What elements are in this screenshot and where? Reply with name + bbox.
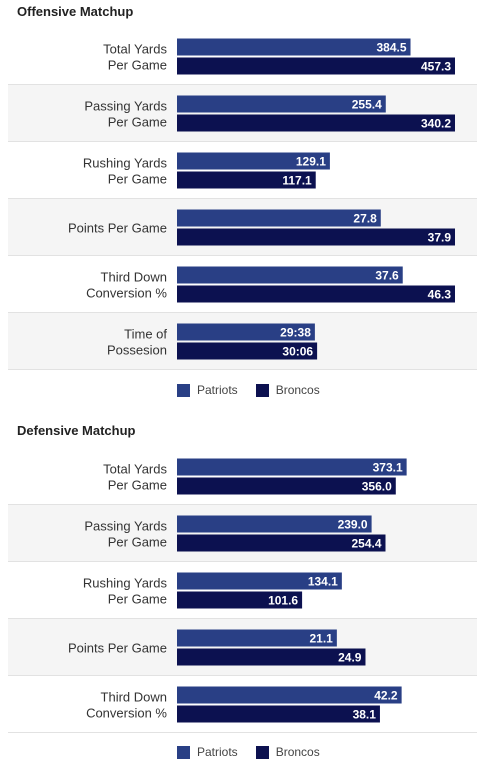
bar-broncos-points-per-game (177, 648, 366, 666)
data-label-broncos: 30:06 (282, 345, 313, 359)
category-label: Rushing Yards (83, 576, 168, 591)
data-label-patriots: 255.4 (352, 98, 382, 112)
row-band-points-per-game (8, 199, 477, 256)
data-label-broncos: 457.3 (421, 60, 451, 74)
offensive-title: Offensive Matchup (17, 4, 134, 19)
bar-patriots-total-yards-per-game (177, 458, 407, 476)
data-label-patriots: 239.0 (338, 518, 368, 532)
category-label: Total Yards (103, 462, 167, 477)
legend-item-broncos: Broncos (255, 745, 320, 759)
bar-broncos-third-down-conversion (177, 705, 380, 723)
bar-broncos-total-yards-per-game (177, 57, 455, 75)
category-label: Passing Yards (84, 99, 167, 114)
bar-patriots-points-per-game (177, 209, 381, 227)
data-label-patriots: 21.1 (309, 632, 333, 646)
row-band-passing-yards-per-game (8, 505, 477, 562)
bar-broncos-total-yards-per-game (177, 477, 396, 495)
bar-patriots-points-per-game (177, 629, 337, 647)
category-label: Per Game (108, 592, 167, 607)
legend-label-patriots: Patriots (197, 745, 238, 759)
category-label: Conversion % (86, 286, 167, 301)
bar-broncos-time-of-possesion (177, 342, 318, 360)
legend-item-patriots: Patriots (177, 745, 238, 759)
bar-patriots-third-down-conversion (177, 686, 402, 704)
row-band-time-of-possesion (8, 313, 477, 370)
bar-broncos-passing-yards-per-game (177, 114, 455, 132)
bar-broncos-rushing-yards-per-game (177, 171, 316, 189)
data-label-broncos: 38.1 (353, 708, 377, 722)
category-label: Rushing Yards (83, 156, 168, 171)
data-label-patriots: 373.1 (373, 461, 403, 475)
row-band-points-per-game (8, 619, 477, 676)
category-label: Possesion (107, 343, 167, 358)
bar-patriots-time-of-possesion (177, 323, 315, 341)
legend-label-patriots: Patriots (197, 383, 238, 397)
bar-broncos-points-per-game (177, 228, 455, 246)
legend-item-broncos: Broncos (255, 383, 320, 397)
data-label-patriots: 384.5 (376, 41, 406, 55)
data-label-patriots: 129.1 (296, 155, 326, 169)
defensive-title: Defensive Matchup (17, 423, 136, 438)
category-label: Total Yards (103, 42, 167, 57)
category-label: Points Per Game (68, 221, 167, 236)
bar-patriots-rushing-yards-per-game (177, 572, 342, 590)
data-label-broncos: 340.2 (421, 117, 451, 131)
category-label: Per Game (108, 478, 167, 493)
bar-broncos-third-down-conversion (177, 285, 455, 303)
category-label: Per Game (108, 58, 167, 73)
legend-swatch-patriots (177, 383, 190, 397)
data-label-patriots: 42.2 (374, 689, 398, 703)
data-label-broncos: 24.9 (338, 651, 362, 665)
category-label: Conversion % (86, 706, 167, 721)
defensive-legend: Patriots Broncos (177, 745, 338, 759)
bar-patriots-passing-yards-per-game (177, 95, 386, 113)
bar-patriots-passing-yards-per-game (177, 515, 372, 533)
row-band-passing-yards-per-game (8, 85, 477, 142)
data-label-broncos: 356.0 (362, 480, 392, 494)
category-label: Points Per Game (68, 641, 167, 656)
data-label-broncos: 37.9 (428, 231, 452, 245)
category-label: Per Game (108, 115, 167, 130)
data-label-patriots: 29:38 (280, 326, 311, 340)
legend-label-broncos: Broncos (275, 745, 320, 759)
category-label: Per Game (108, 535, 167, 550)
data-label-broncos: 254.4 (351, 537, 381, 551)
legend-item-patriots: Patriots (177, 383, 238, 397)
data-label-broncos: 46.3 (428, 288, 452, 302)
data-label-patriots: 134.1 (308, 575, 338, 589)
category-label: Passing Yards (84, 519, 167, 534)
bar-broncos-rushing-yards-per-game (177, 591, 303, 609)
category-label: Time of (124, 327, 167, 342)
data-label-patriots: 37.6 (375, 269, 399, 283)
legend-swatch-broncos (255, 745, 269, 759)
bar-patriots-total-yards-per-game (177, 38, 411, 56)
bar-patriots-rushing-yards-per-game (177, 152, 330, 170)
legend-swatch-broncos (255, 383, 269, 397)
data-label-broncos: 117.1 (282, 174, 312, 188)
category-label: Per Game (108, 172, 167, 187)
category-label: Third Down (101, 270, 167, 285)
bar-broncos-passing-yards-per-game (177, 534, 386, 552)
data-label-broncos: 101.6 (268, 594, 298, 608)
legend-label-broncos: Broncos (275, 383, 320, 397)
data-label-patriots: 27.8 (353, 212, 377, 226)
offensive-legend: Patriots Broncos (177, 383, 338, 397)
category-label: Third Down (101, 690, 167, 705)
bar-patriots-third-down-conversion (177, 266, 403, 284)
legend-swatch-patriots (177, 745, 190, 759)
